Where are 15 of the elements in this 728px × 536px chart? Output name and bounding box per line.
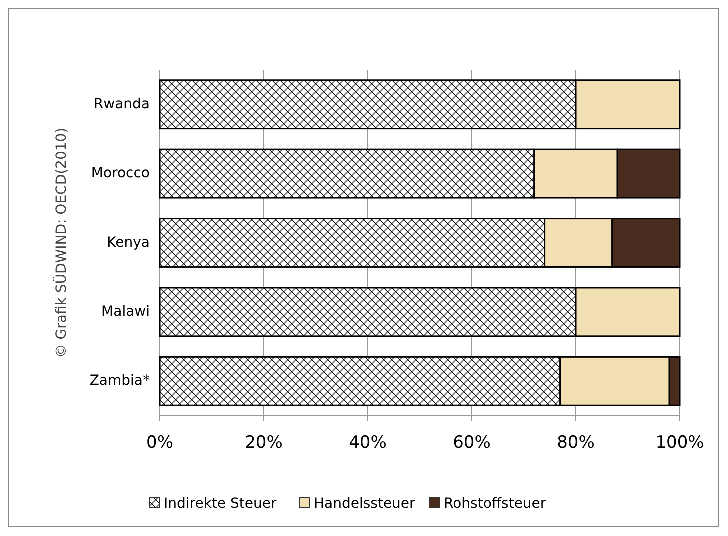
y-tick-label: Morocco	[91, 166, 150, 182]
y-tick-label: Kenya	[107, 234, 150, 251]
x-tick-label: 20%	[245, 433, 283, 453]
y-tick-label: Malawi	[102, 304, 150, 320]
x-tick-label: 60%	[453, 433, 491, 453]
legend-label: Rohstoffsteuer	[444, 496, 546, 512]
x-tick-label: 0%	[146, 433, 174, 453]
x-tick-label: 80%	[557, 433, 595, 453]
x-tick-label: 100%	[656, 433, 704, 453]
y-tick-label: Zambia*	[90, 373, 150, 390]
legend-label: Indirekte Steuer	[164, 496, 277, 512]
legend-label: Handelssteuer	[314, 496, 416, 512]
text: © Grafik SÜDWIND: OECD(2010)	[53, 128, 70, 358]
x-tick-label: 40%	[349, 433, 387, 453]
y-tick-label: Rwanda	[94, 96, 150, 112]
